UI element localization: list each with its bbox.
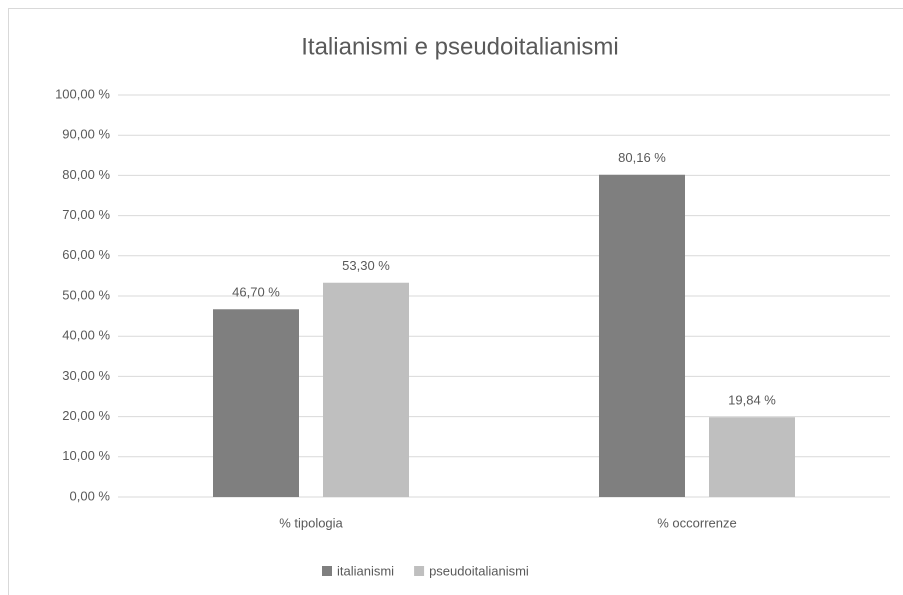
y-tick-label: 100,00 % [55,86,110,101]
y-tick-label: 80,00 % [62,167,110,182]
legend-swatch [414,566,425,576]
legend-label: italianismi [337,563,394,578]
y-tick-label: 60,00 % [62,247,110,262]
bar [323,282,409,497]
bar [709,417,795,497]
data-label: 80,16 % [618,150,666,165]
y-tick-label: 20,00 % [62,408,110,423]
x-tick-label: % tipologia [279,515,343,530]
y-tick-label: 50,00 % [62,287,110,302]
y-tick-label: 10,00 % [62,448,110,463]
data-label: 19,84 % [728,393,776,408]
data-label: 53,30 % [342,258,390,273]
x-tick-label: % occorrenze [657,515,736,530]
legend-swatch [322,566,332,576]
data-label: 46,70 % [232,285,280,300]
chart-frame [8,8,903,595]
y-tick-label: 40,00 % [62,328,110,343]
chart-title: Italianismi e pseudoitalianismi [301,33,618,60]
bar [213,309,299,497]
bar [599,174,685,497]
legend-label: pseudoitalianismi [429,563,529,578]
y-tick-label: 30,00 % [62,368,110,383]
y-tick-label: 0,00 % [70,488,111,503]
y-tick-label: 90,00 % [62,127,110,142]
y-tick-label: 70,00 % [62,207,110,222]
